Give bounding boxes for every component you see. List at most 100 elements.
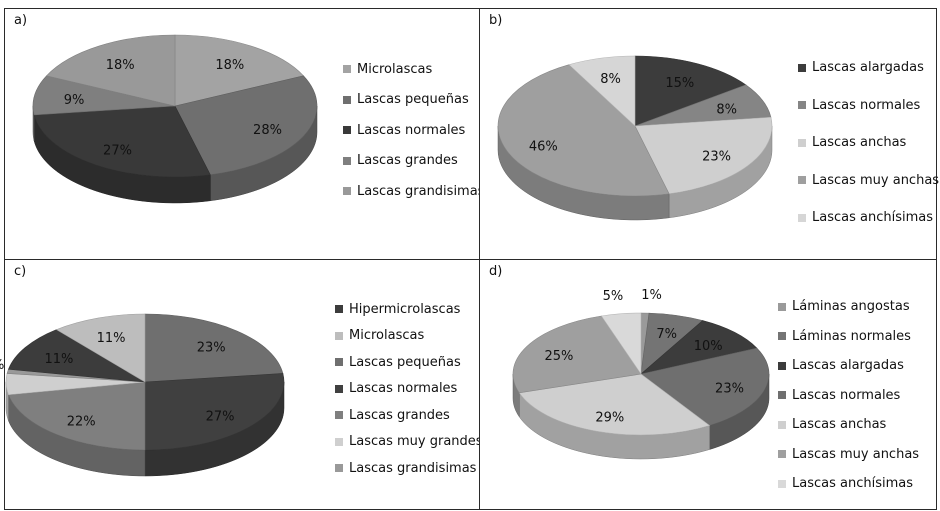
- legend-label: Lascas anchas: [812, 135, 907, 151]
- panel-a: a) 18% 28% 27% 9% 18% Microlascas Lascas pequ…: [4, 8, 484, 260]
- pie-slice-lascas-normales: [144, 373, 285, 451]
- panel-label: b): [489, 13, 503, 28]
- legend-swatch: [778, 420, 786, 429]
- legend-swatch: [343, 65, 351, 74]
- legend-swatch: [335, 305, 343, 314]
- legend-item-lascas-pequenas: Lascas pequeñas: [343, 85, 484, 116]
- legend-swatch: [343, 95, 351, 104]
- legend-item-microlascas: Microlascas: [343, 54, 484, 85]
- legend-d: Láminas angostas Láminas normales Lascas a…: [778, 292, 919, 499]
- legend-swatch: [778, 332, 786, 341]
- legend-swatch: [343, 187, 351, 196]
- pie-slice-lascas-normales: [33, 105, 211, 178]
- pie-slice-hipermicrolascas: [8, 329, 146, 383]
- legend-b: Lascas alargadas Lascas normales Lascas an…: [798, 49, 939, 237]
- pie-slice-lascas-anchas: [634, 116, 773, 195]
- legend-label: Lascas grandisimas: [349, 460, 477, 476]
- legend-label: Lascas normales: [812, 97, 921, 113]
- legend-label: Hipermicrolascas: [349, 301, 461, 317]
- data-label-hipermicrolascas: 11%: [44, 352, 73, 367]
- pie-slice-lascas-grandisimas: [45, 34, 176, 107]
- legend-swatch: [778, 391, 786, 400]
- legend-swatch: [798, 213, 806, 222]
- legend-label: Lascas pequeñas: [357, 92, 469, 108]
- data-label-lascas-normales: 27%: [206, 409, 235, 424]
- panel-d: d) 1% 7% 10% 23% 29% 25% 5% Láminas angostas Lá…: [479, 259, 937, 510]
- data-label-laminas-normales: 7%: [656, 327, 677, 342]
- pie-slice-microlascas: [55, 313, 146, 383]
- legend-item-lascas-normales: Lascas normales: [798, 87, 939, 125]
- panel-label: a): [14, 13, 28, 28]
- legend-swatch: [343, 126, 351, 135]
- data-label-lascas-anchisimas: 8%: [600, 72, 621, 87]
- legend-item-lascas-normales: Lascas normales: [778, 381, 919, 411]
- data-label-lascas-grandisimas: 18%: [106, 58, 135, 73]
- legend-label: Lascas grandes: [349, 407, 450, 423]
- panel-label: c): [14, 264, 27, 279]
- legend-label: Lascas anchísimas: [812, 210, 933, 226]
- data-label-lascas-anchas: 29%: [595, 410, 624, 425]
- legend-swatch: [335, 384, 343, 393]
- legend-item-hipermicrolascas: Hipermicrolascas: [335, 296, 483, 323]
- legend-label: Lascas normales: [792, 387, 901, 403]
- pie-slice-lascas-normales: [640, 347, 770, 426]
- panel-b: b) 15% 8% 23% 46% 8% Lascas alargadas Lascas …: [479, 8, 939, 260]
- data-label-lascas-normales: 8%: [716, 102, 737, 117]
- data-label-lascas-anchisimas: 5%: [603, 289, 624, 304]
- legend-swatch: [798, 176, 806, 185]
- pie-slice-lascas-grandes: [32, 75, 176, 116]
- pie-chart-c: 23%27%22%5%1%11%11%: [0, 313, 285, 477]
- legend-swatch: [778, 450, 786, 459]
- legend-item-lascas-grandes: Lascas grandes: [343, 146, 484, 177]
- legend-label: Lascas alargadas: [792, 358, 904, 374]
- data-label-lascas-normales: 27%: [103, 143, 132, 158]
- legend-item-lascas-normales: Lascas normales: [335, 376, 483, 403]
- pie-chart-a: 18% 28% 27% 9% 18%: [32, 34, 318, 204]
- legend-swatch: [343, 156, 351, 165]
- legend-label: Lascas alargadas: [812, 60, 924, 76]
- legend-item-lascas-grandisimas: Lascas grandisimas: [335, 455, 483, 482]
- data-label-lascas-alargadas: 15%: [665, 76, 694, 91]
- legend-label: Microlascas: [357, 61, 433, 77]
- pie-slice-lascas-anchisimas: [600, 312, 642, 375]
- legend-item-laminas-angostas: Láminas angostas: [778, 292, 919, 322]
- legend-item-lascas-anchisimas: Lascas anchísimas: [778, 469, 919, 499]
- legend-item-lascas-pequenas: Lascas pequeñas: [335, 349, 483, 376]
- pie-slice-lascas-anchas: [518, 373, 711, 436]
- panel-c: c) 23%27%22%5%1%11%11% HipermicrolascasM…: [0, 259, 483, 510]
- data-label-lascas-normales: 23%: [715, 381, 744, 396]
- legend-a: Microlascas Lascas pequeñas Lascas normale…: [343, 54, 484, 207]
- legend-item-lascas-anchisimas: Lascas anchísimas: [798, 199, 939, 237]
- data-label-lascas-muy-anchas: 25%: [544, 349, 573, 364]
- legend-label: Láminas angostas: [792, 299, 910, 315]
- data-label-lascas-grandes: 9%: [64, 93, 85, 108]
- legend-swatch: [335, 411, 343, 420]
- legend-item-lascas-muy-anchas: Lascas muy anchas: [778, 440, 919, 470]
- panel-label: d): [489, 264, 503, 279]
- legend-swatch: [798, 101, 806, 110]
- data-label-lascas-anchas: 23%: [702, 149, 731, 164]
- legend-item-lascas-alargadas: Lascas alargadas: [798, 49, 939, 87]
- pie-slice-lascas-muy-anchas: [497, 64, 670, 197]
- data-label-lascas-alargadas: 10%: [694, 339, 723, 354]
- legend-c: Hipermicrolascas Microlascas Lascas pequeñ…: [335, 296, 483, 482]
- pie-slice-lascas-alargadas: [640, 320, 758, 375]
- pie-slice-lascas-alargadas: [634, 55, 747, 127]
- data-label-lascas-pequenas: 23%: [197, 340, 226, 355]
- legend-item-lascas-anchas: Lascas anchas: [778, 410, 919, 440]
- legend-swatch: [778, 479, 786, 488]
- legend-label: Lascas pequeñas: [349, 354, 461, 370]
- legend-label: Lascas normales: [357, 122, 466, 138]
- legend-label: Microlascas: [349, 328, 425, 344]
- legend-label: Lascas normales: [349, 381, 458, 397]
- pie-chart-d: 1% 7% 10% 23% 29% 25% 5%: [512, 288, 770, 460]
- pie-slice-microlascas: [174, 34, 305, 107]
- legend-item-lascas-normales: Lascas normales: [343, 115, 484, 146]
- legend-item-microlascas: Microlascas: [335, 323, 483, 350]
- pie-slice-lascas-anchisimas: [568, 55, 636, 127]
- legend-item-lascas-muy-anchas: Lascas muy anchas: [798, 162, 939, 200]
- legend-label: Lascas muy grandes: [349, 434, 483, 450]
- legend-item-lascas-muy-grandes: Lascas muy grandes: [335, 429, 483, 456]
- pie-slice-lascas-pequenas: [144, 313, 284, 383]
